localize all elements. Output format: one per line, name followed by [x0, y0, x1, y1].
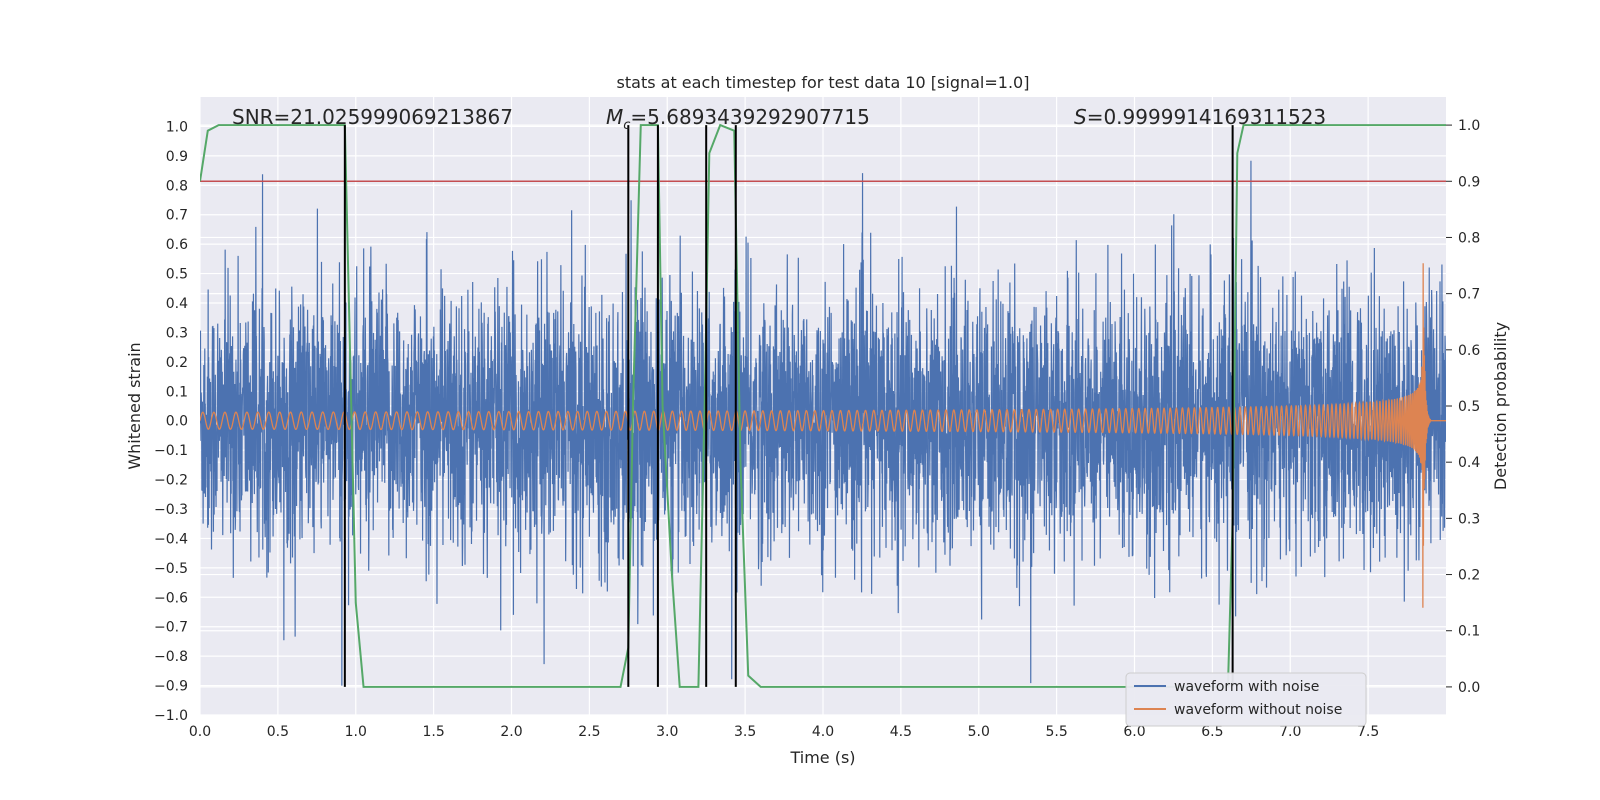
- y-tick-label: 0.0: [166, 414, 188, 430]
- y-tick-label: −0.3: [154, 502, 188, 518]
- mc-symbol: M: [606, 105, 623, 129]
- x-tick-label: 1.0: [345, 724, 367, 740]
- series-waveform-without-noise: [200, 263, 1446, 608]
- y-tick-label: 0.9: [166, 149, 188, 165]
- y-right-tick-label: 0.7: [1458, 287, 1480, 303]
- y-tick-label: −0.2: [154, 473, 188, 489]
- x-tick-label: 5.0: [968, 724, 990, 740]
- y-right-tick-label: 0.2: [1458, 568, 1480, 584]
- legend-label-clean: waveform without noise: [1174, 702, 1342, 718]
- y-right-axis-label: Detection probability: [1491, 322, 1510, 490]
- y-right-tick-label: 0.8: [1458, 230, 1480, 246]
- y-right-tick-label: 1.0: [1458, 118, 1480, 134]
- y-tick-label: 1.0: [166, 119, 188, 135]
- y-right-tick-label: 0.1: [1458, 624, 1480, 640]
- y-tick-label: 0.4: [166, 296, 188, 312]
- y-tick-label: −0.1: [154, 443, 188, 459]
- y-right-tick-label: 0.9: [1458, 174, 1480, 190]
- x-tick-label: 2.5: [578, 724, 600, 740]
- x-tick-label: 2.0: [500, 724, 522, 740]
- x-tick-label: 3.5: [734, 724, 756, 740]
- mc-value: =5.6893439292907715: [630, 105, 869, 129]
- y-tick-label: −0.8: [154, 649, 188, 665]
- y-tick-label: −0.4: [154, 531, 188, 547]
- y-tick-label: −0.6: [154, 590, 188, 606]
- y-right-axis-ticks: 1.0 0.9 0.8 0.7 0.6 0.5 0.4 0.3 0.2 0.1 0.0: [1446, 118, 1480, 696]
- x-tick-label: 0.5: [267, 724, 289, 740]
- y-tick-label: 0.2: [166, 355, 188, 371]
- y-tick-label: 0.5: [166, 267, 188, 283]
- y-tick-label: 0.3: [166, 325, 188, 341]
- vertical-markers: [343, 125, 1234, 687]
- y-right-tick-label: 0.0: [1458, 680, 1480, 696]
- s-value: =0.9999914169311523: [1087, 105, 1326, 129]
- s-symbol: S: [1074, 105, 1087, 129]
- y-axis-ticks: 1.0 0.9 0.8 0.7 0.6 0.5 0.4 0.3 0.2 0.1 0.0 −0.1 −0.…: [154, 119, 188, 724]
- series-waveform-with-noise: [200, 160, 1446, 686]
- s-annotation: S=0.9999914169311523: [1074, 105, 1326, 129]
- legend-label-noise: waveform with noise: [1174, 679, 1319, 695]
- y-axis-label: Whitened strain: [125, 342, 144, 469]
- x-tick-label: 6.5: [1201, 724, 1223, 740]
- x-tick-label: 4.5: [890, 724, 912, 740]
- legend-box: [1125, 672, 1367, 727]
- snr-annotation: SNR=21.025999069213867: [232, 105, 513, 129]
- x-tick-label: 6.0: [1123, 724, 1145, 740]
- y-tick-label: 0.8: [166, 178, 188, 194]
- y-tick-label: −1.0: [154, 708, 188, 724]
- y-right-tick-label: 0.5: [1458, 399, 1480, 415]
- x-tick-label: 7.0: [1279, 724, 1301, 740]
- mc-subscript: c: [623, 118, 630, 133]
- x-tick-label: 4.0: [812, 724, 834, 740]
- y-tick-label: −0.7: [154, 620, 188, 636]
- x-axis-label: Time (s): [789, 748, 855, 767]
- x-tick-label: 0.0: [189, 724, 211, 740]
- y-right-tick-label: 0.6: [1458, 343, 1480, 359]
- mc-annotation: Mc=5.6893439292907715: [606, 105, 870, 133]
- chart-title: stats at each timestep for test data 10 …: [617, 73, 1030, 92]
- x-tick-label: 5.5: [1045, 724, 1067, 740]
- y-tick-label: −0.5: [154, 561, 188, 577]
- x-tick-label: 3.0: [656, 724, 678, 740]
- y-right-tick-label: 0.3: [1458, 511, 1480, 527]
- x-axis-ticks: 0.0 0.5 1.0 1.5 2.0 2.5 3.0 3.5 4.0 4.5 5.0 5.5 6.0 6…: [189, 724, 1379, 740]
- legend: waveform with noise waveform without noi…: [1125, 672, 1367, 727]
- y-tick-label: 0.1: [166, 384, 188, 400]
- x-tick-label: 7.5: [1357, 724, 1379, 740]
- y-right-tick-label: 0.4: [1458, 455, 1480, 471]
- y-tick-label: 0.6: [166, 237, 188, 253]
- x-tick-label: 1.5: [422, 724, 444, 740]
- y-tick-label: 0.7: [166, 208, 188, 224]
- y-tick-label: −0.9: [154, 679, 188, 695]
